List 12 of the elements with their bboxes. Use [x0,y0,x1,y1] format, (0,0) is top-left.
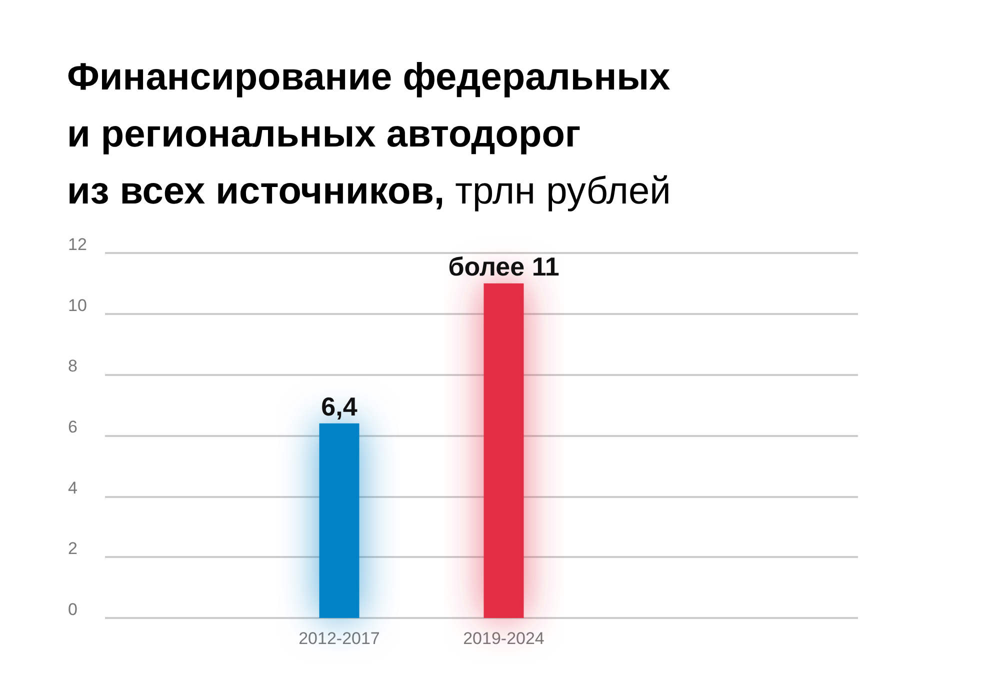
y-tick-label: 8 [68,356,78,376]
x-tick-label: 2019-2024 [463,629,544,648]
y-tick-label: 10 [68,296,87,315]
data-label: более 11 [448,251,560,282]
x-tick-label: 2012-2017 [298,629,380,648]
y-tick-label: 2 [68,539,78,558]
chart-title: Финансирование федеральных и региональных автодорог из всех источников, трлн рублей [67,56,671,212]
y-tick-label: 12 [68,235,87,254]
data-label: 6,4 [321,391,358,422]
y-tick-label: 0 [68,600,78,619]
y-tick-label: 6 [68,418,78,436]
y-tick-label: 4 [68,478,78,498]
